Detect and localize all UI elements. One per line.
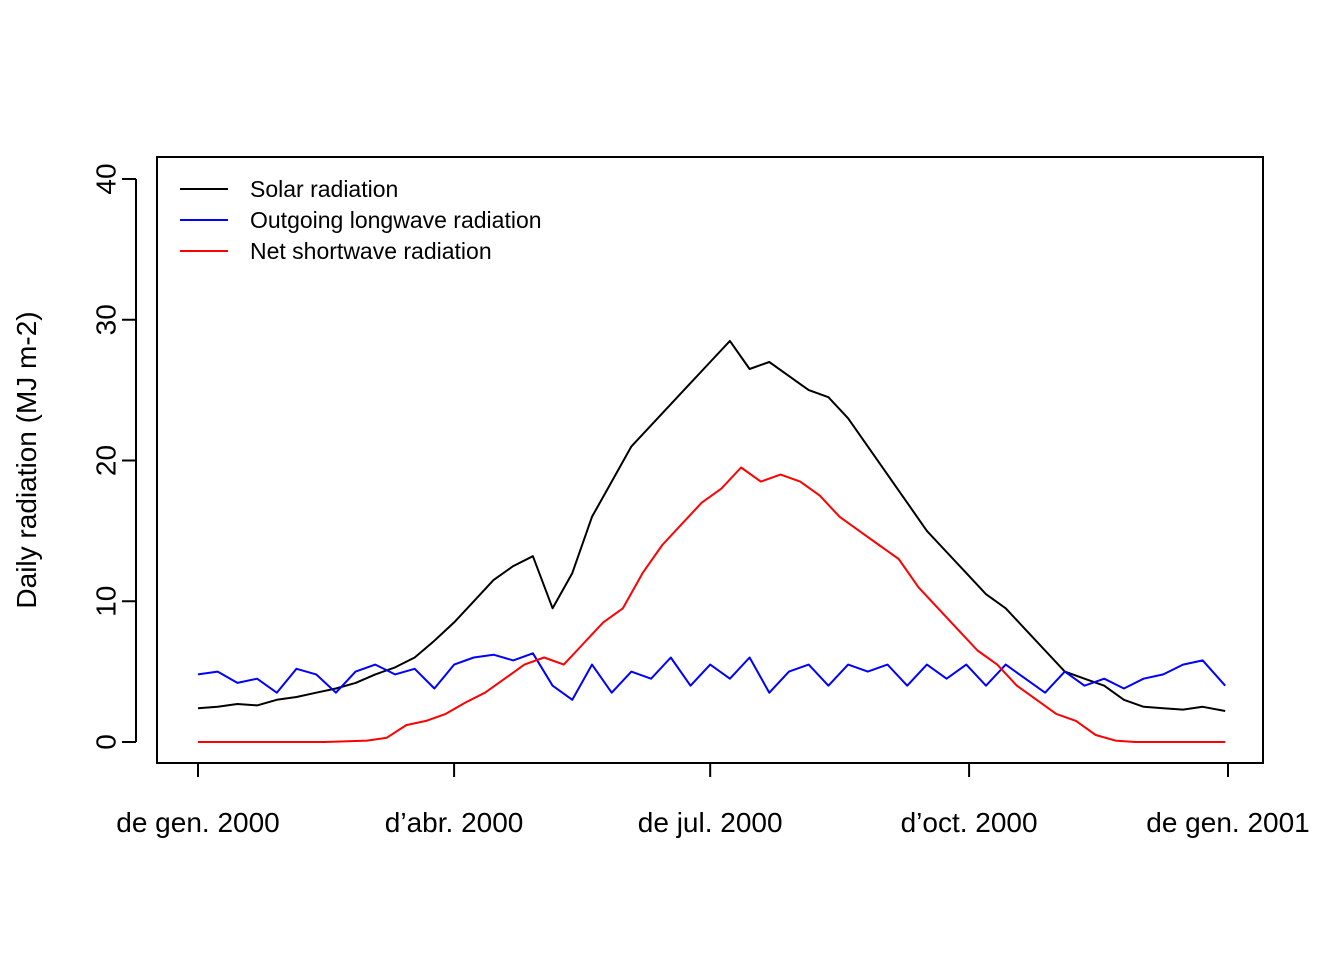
series-line-3 <box>198 466 1226 743</box>
x-tick-label: de gen. 2000 <box>116 807 280 838</box>
x-axis: de gen. 2000 d’abr. 2000 de jul. 2000 d’oct… <box>116 762 1310 838</box>
x-tick-label: d’abr. 2000 <box>385 807 524 838</box>
series-line-2 <box>197 652 1226 701</box>
legend-label: Net shortwave radiation <box>250 238 492 264</box>
x-tick-label: de jul. 2000 <box>638 807 783 838</box>
y-axis: 0 10 20 30 40 <box>90 163 137 750</box>
legend-label: Solar radiation <box>250 176 398 202</box>
series-line-1 <box>197 339 1226 712</box>
y-tick-label: 40 <box>90 163 121 194</box>
y-tick-label: 20 <box>90 445 121 476</box>
legend: Solar radiation Outgoing longwave radiati… <box>180 176 542 264</box>
y-axis-label: Daily radiation (MJ m-2) <box>11 311 42 608</box>
legend-label: Outgoing longwave radiation <box>250 207 542 233</box>
y-tick-label: 10 <box>90 586 121 617</box>
series-layer <box>197 339 1226 743</box>
y-tick-label: 0 <box>90 734 121 750</box>
x-tick-label: de gen. 2001 <box>1146 807 1310 838</box>
x-tick-label: d’oct. 2000 <box>901 807 1038 838</box>
y-tick-label: 30 <box>90 304 121 335</box>
